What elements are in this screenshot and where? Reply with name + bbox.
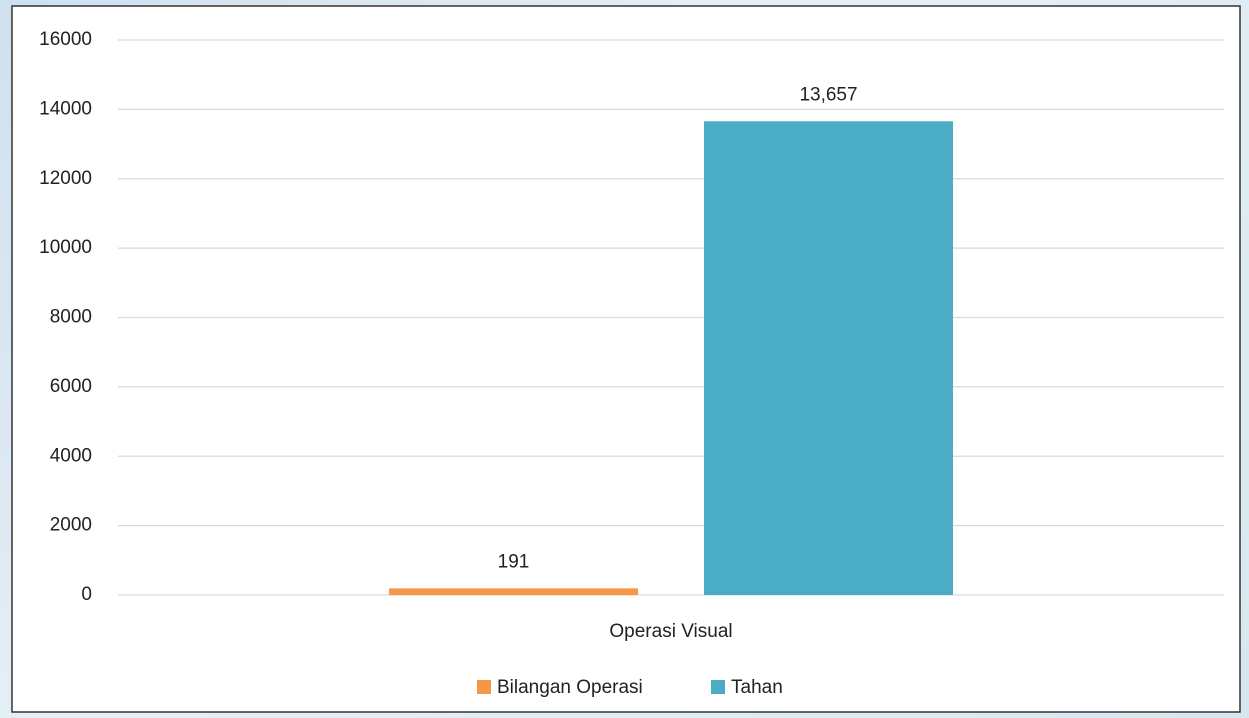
y-tick-label: 12000 [39,168,92,189]
legend-swatch [711,680,725,694]
y-tick-label: 16000 [39,29,92,50]
data-label: 13,657 [799,84,857,105]
bar [389,588,638,595]
legend-label: Bilangan Operasi [497,677,643,698]
y-tick-label: 4000 [50,445,92,466]
y-tick-label: 10000 [39,237,92,258]
data-label: 191 [498,551,530,572]
legend-swatch [477,680,491,694]
chart-area [11,5,1241,713]
y-tick-label: 2000 [50,515,92,536]
y-tick-label: 8000 [50,307,92,328]
y-tick-label: 0 [81,584,92,605]
x-tick-label: Operasi Visual [609,621,732,642]
legend-label: Tahan [731,677,783,698]
bar [704,121,953,595]
y-tick-label: 14000 [39,98,92,119]
y-tick-label: 6000 [50,376,92,397]
